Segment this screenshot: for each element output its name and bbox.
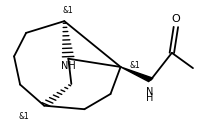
- Polygon shape: [120, 67, 152, 82]
- Text: &1: &1: [129, 61, 139, 70]
- Text: NH: NH: [61, 61, 75, 71]
- Text: O: O: [171, 14, 179, 24]
- Text: N: N: [145, 87, 153, 97]
- Text: &1: &1: [63, 6, 73, 15]
- Text: H: H: [145, 93, 153, 103]
- Text: &1: &1: [19, 112, 29, 121]
